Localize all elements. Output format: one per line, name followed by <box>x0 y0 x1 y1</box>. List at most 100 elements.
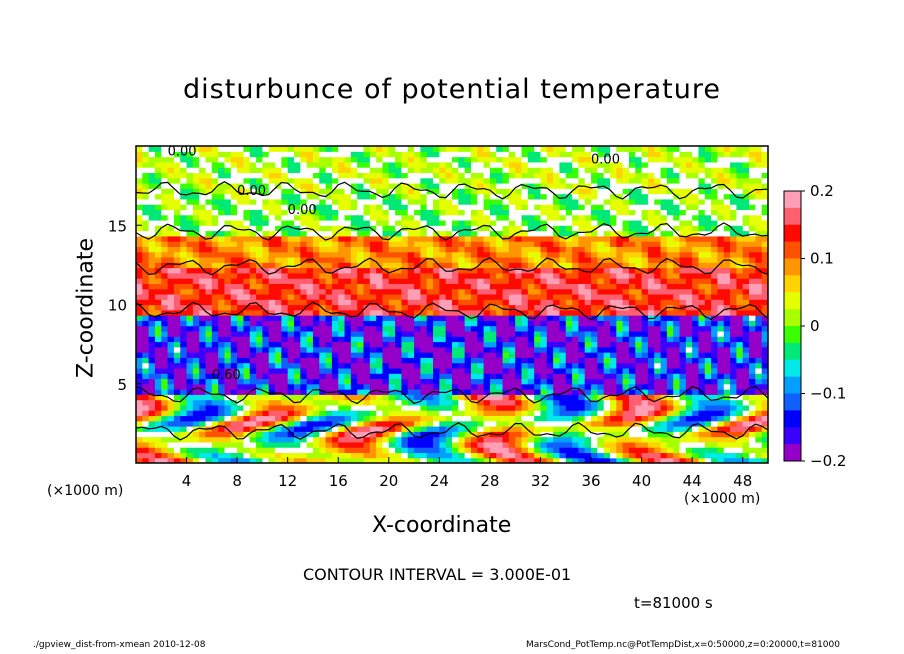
heatmap-cell <box>154 330 162 337</box>
heatmap-cell <box>180 267 188 274</box>
heatmap-cell <box>477 230 485 237</box>
heatmap-cell <box>540 346 548 353</box>
heatmap-cell <box>148 415 156 422</box>
heatmap-cell <box>426 357 434 364</box>
heatmap-cell <box>452 161 459 168</box>
heatmap-cell <box>603 426 611 432</box>
heatmap-cell <box>445 156 453 163</box>
heatmap-cell <box>186 177 194 184</box>
heatmap-cell <box>534 441 542 448</box>
heatmap-cell <box>527 457 535 463</box>
heatmap-cell <box>281 341 289 348</box>
heatmap-cell <box>199 457 207 463</box>
heatmap-cell <box>319 256 327 263</box>
heatmap-cell <box>224 172 232 179</box>
heatmap-cell <box>610 209 617 216</box>
heatmap-cell <box>439 341 447 348</box>
heatmap-cell <box>477 383 485 390</box>
heatmap-cell <box>496 161 504 168</box>
heatmap-cell <box>597 230 605 237</box>
heatmap-cell <box>161 214 169 221</box>
heatmap-cell <box>502 278 510 284</box>
heatmap-cell <box>508 299 516 306</box>
heatmap-cell <box>338 278 346 284</box>
heatmap-cell <box>350 404 358 411</box>
heatmap-cell <box>420 272 428 279</box>
heatmap-cell <box>268 404 276 411</box>
heatmap-cell <box>275 447 282 454</box>
heatmap-cell <box>300 362 308 369</box>
heatmap-cell <box>237 325 245 332</box>
heatmap-cell <box>312 188 320 195</box>
heatmap-cell <box>237 330 245 337</box>
heatmap-cell <box>439 394 447 401</box>
heatmap-cell <box>483 357 491 364</box>
heatmap-cell <box>534 267 542 274</box>
heatmap-cell <box>464 367 472 374</box>
heatmap-cell <box>211 373 219 380</box>
heatmap-cell <box>294 304 301 311</box>
heatmap-cell <box>388 288 396 295</box>
heatmap-cell <box>628 373 636 380</box>
heatmap-cell <box>591 182 598 189</box>
heatmap-cell <box>300 161 308 168</box>
heatmap-cell <box>388 330 396 337</box>
heatmap-cell <box>142 256 150 263</box>
heatmap-cell <box>635 278 643 284</box>
heatmap-cell <box>414 325 421 332</box>
heatmap-cell <box>287 441 295 448</box>
heatmap-cell <box>622 246 630 253</box>
heatmap-cell <box>496 447 504 454</box>
heatmap-cell <box>502 452 510 459</box>
heatmap-cell <box>565 457 573 463</box>
heatmap-cell <box>420 410 428 417</box>
heatmap-cell <box>515 272 523 279</box>
heatmap-cell <box>502 177 510 184</box>
heatmap-cell <box>401 283 409 290</box>
heatmap-cell <box>218 452 226 459</box>
heatmap-cell <box>376 457 384 463</box>
heatmap-cell <box>237 283 245 290</box>
heatmap-cell <box>300 373 308 380</box>
heatmap-cell <box>230 309 238 316</box>
heatmap-cell <box>281 325 289 332</box>
heatmap-cell <box>464 262 472 269</box>
heatmap-cell <box>654 304 662 311</box>
heatmap-cell <box>439 452 447 459</box>
heatmap-cell <box>224 315 232 321</box>
heatmap-cell <box>426 309 434 316</box>
heatmap-cell <box>559 246 567 253</box>
heatmap-cell <box>300 399 308 406</box>
heatmap-cell <box>148 325 156 332</box>
heatmap-cell <box>388 410 396 417</box>
heatmap-cell <box>249 304 257 311</box>
heatmap-cell <box>148 209 156 216</box>
heatmap-cell <box>218 156 226 163</box>
heatmap-cell <box>344 267 352 274</box>
heatmap-cell <box>211 177 219 184</box>
heatmap-cell <box>540 267 548 274</box>
heatmap-cell <box>363 225 371 232</box>
heatmap-cell <box>262 198 270 205</box>
heatmap-cell <box>654 410 662 417</box>
heatmap-cell <box>452 188 459 195</box>
heatmap-cell <box>527 452 535 459</box>
heatmap-cell <box>603 167 611 174</box>
heatmap-cell <box>515 404 523 411</box>
heatmap-cell <box>249 447 257 454</box>
heatmap-cell <box>230 330 238 337</box>
heatmap-cell <box>565 267 573 274</box>
heatmap-cell <box>647 447 655 454</box>
heatmap-cell <box>376 436 384 443</box>
heatmap-cell <box>275 256 282 263</box>
heatmap-cell <box>401 293 409 300</box>
heatmap-cell <box>357 336 365 343</box>
heatmap-cell <box>546 182 554 189</box>
heatmap-cell <box>401 362 409 369</box>
heatmap-cell <box>420 188 428 195</box>
heatmap-cell <box>647 299 655 306</box>
heatmap-cell <box>192 346 200 353</box>
heatmap-cell <box>414 251 421 258</box>
heatmap-cell <box>136 315 143 321</box>
heatmap-cell <box>420 219 428 226</box>
